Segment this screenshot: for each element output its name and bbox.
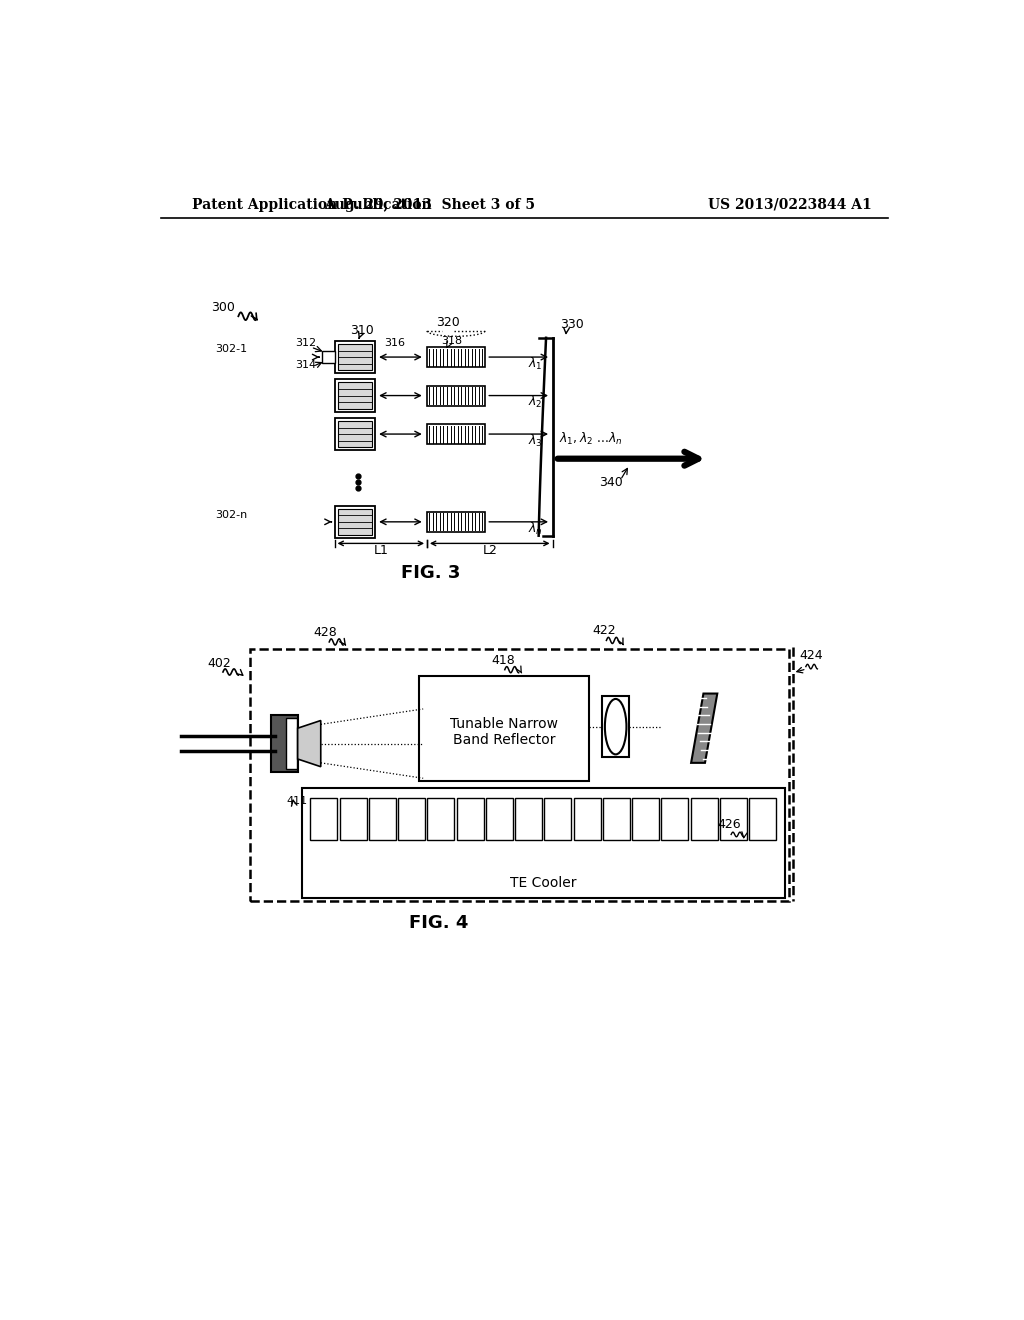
Bar: [338, 421, 372, 447]
Text: 426: 426: [717, 818, 741, 832]
Bar: [335, 418, 375, 450]
Bar: [270, 714, 298, 772]
Polygon shape: [691, 693, 717, 763]
Text: 302-1: 302-1: [215, 345, 248, 355]
Text: 330: 330: [560, 318, 584, 331]
Text: $\lambda_n$: $\lambda_n$: [528, 520, 543, 537]
Bar: [338, 383, 372, 409]
Text: FIG. 3: FIG. 3: [401, 564, 461, 582]
Ellipse shape: [605, 700, 627, 755]
Text: Tunable Narrow
Band Reflector: Tunable Narrow Band Reflector: [450, 717, 558, 747]
Bar: [662, 797, 688, 840]
Bar: [545, 797, 571, 840]
Bar: [427, 424, 484, 444]
Text: 428: 428: [313, 626, 338, 639]
Text: 411: 411: [286, 796, 307, 805]
Text: 320: 320: [436, 317, 460, 329]
Bar: [602, 696, 629, 758]
Bar: [632, 797, 659, 840]
Text: L2: L2: [482, 544, 498, 557]
Text: 312: 312: [295, 338, 316, 348]
Bar: [335, 341, 375, 374]
Text: $\lambda_3$: $\lambda_3$: [528, 433, 543, 449]
Text: Aug. 29, 2013  Sheet 3 of 5: Aug. 29, 2013 Sheet 3 of 5: [324, 198, 535, 211]
Bar: [720, 797, 746, 840]
Text: 300: 300: [211, 301, 236, 314]
Bar: [310, 797, 337, 840]
Bar: [515, 797, 542, 840]
Bar: [398, 797, 425, 840]
Text: 314: 314: [295, 360, 316, 370]
Bar: [603, 797, 630, 840]
Text: TE Cooler: TE Cooler: [510, 876, 577, 890]
Bar: [427, 797, 455, 840]
Text: 316: 316: [384, 338, 406, 348]
Text: 318: 318: [441, 337, 462, 346]
Bar: [323, 351, 335, 363]
Bar: [250, 649, 788, 902]
Text: 302-n: 302-n: [215, 510, 248, 520]
Bar: [286, 718, 297, 770]
Bar: [486, 797, 513, 840]
Text: Patent Application Publication: Patent Application Publication: [193, 198, 432, 211]
Text: $\lambda_1, \lambda_2$ ...$\lambda_n$: $\lambda_1, \lambda_2$ ...$\lambda_n$: [559, 432, 623, 447]
Polygon shape: [298, 721, 321, 767]
Bar: [301, 788, 785, 898]
Bar: [573, 797, 601, 840]
Bar: [750, 797, 776, 840]
Text: FIG. 4: FIG. 4: [409, 915, 468, 932]
Bar: [338, 508, 372, 535]
Text: 418: 418: [490, 653, 515, 667]
Bar: [427, 385, 484, 405]
Bar: [419, 676, 589, 780]
Bar: [691, 797, 718, 840]
Text: 310: 310: [350, 323, 374, 337]
Bar: [335, 379, 375, 412]
Bar: [335, 506, 375, 539]
Bar: [427, 347, 484, 367]
Text: 402: 402: [208, 656, 231, 669]
Bar: [457, 797, 483, 840]
Text: US 2013/0223844 A1: US 2013/0223844 A1: [708, 198, 871, 211]
Bar: [369, 797, 396, 840]
Text: $\lambda_2$: $\lambda_2$: [528, 395, 543, 411]
Text: $\lambda_1$: $\lambda_1$: [528, 356, 543, 372]
Bar: [340, 797, 367, 840]
Text: 422: 422: [593, 624, 616, 638]
Bar: [338, 345, 372, 370]
Text: 340: 340: [599, 475, 623, 488]
Text: 424: 424: [799, 649, 822, 661]
Text: L1: L1: [374, 544, 388, 557]
Bar: [427, 512, 484, 532]
